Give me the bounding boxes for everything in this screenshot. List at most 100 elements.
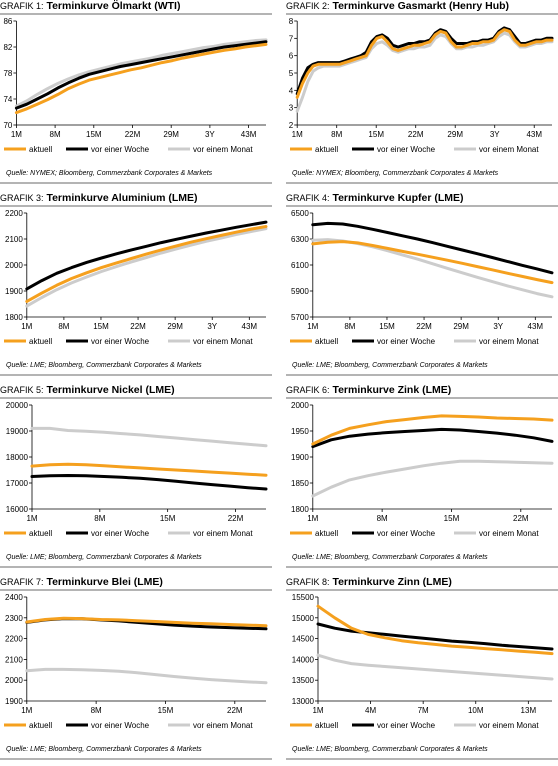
x-tick-label: 1M: [312, 706, 323, 715]
chart-panel: GRAFIK 5: Terminkurve Nickel (LME) 16000 1…: [0, 384, 272, 574]
y-tick-label: 1800: [291, 505, 309, 514]
chart-panel: GRAFIK 7: Terminkurve Blei (LME) 1900 2000…: [0, 576, 272, 766]
x-tick-label: 8M: [344, 322, 355, 331]
y-tick-label: 6300: [291, 235, 309, 244]
y-tick-label: 2000: [291, 401, 309, 410]
y-tick-label: 2000: [5, 676, 23, 685]
chart-panel: GRAFIK 2: Terminkurve Gasmarkt (Henry Hu…: [286, 0, 558, 190]
bottom-rule: [0, 566, 272, 568]
x-tick-label: 29M: [447, 130, 463, 139]
title-rule: [286, 13, 558, 15]
x-tick-label: 22M: [125, 130, 141, 139]
x-tick-label: 1M: [11, 130, 22, 139]
legend-label: vor einer Woche: [91, 337, 150, 346]
y-tick-label: 2100: [5, 235, 23, 244]
series-line-1: [311, 427, 554, 449]
x-tick-label: 13M: [521, 706, 537, 715]
chart-prefix: GRAFIK 7:: [0, 577, 44, 587]
x-tick-label: 8M: [331, 130, 342, 139]
y-tick-label: 74: [3, 95, 12, 104]
chart-title: GRAFIK 1: Terminkurve Ölmarkt (WTI): [0, 0, 272, 13]
y-tick-label: 5700: [291, 313, 309, 322]
y-tick-label: 3: [289, 104, 294, 113]
y-tick-label: 1900: [291, 453, 309, 462]
chart-title: GRAFIK 6: Terminkurve Zink (LME): [286, 384, 558, 397]
series-line-0: [25, 225, 268, 303]
x-tick-label: 29M: [167, 322, 183, 331]
series-line-0: [295, 28, 554, 99]
bottom-rule: [286, 758, 558, 760]
series-line-1: [311, 221, 554, 275]
y-tick-label: 82: [3, 43, 12, 52]
chart-panel: GRAFIK 1: Terminkurve Ölmarkt (WTI) 70 74 7…: [0, 0, 272, 190]
source-note: Quelle: LME; Bloomberg, Commerzbank Corp…: [6, 554, 202, 561]
x-tick-label: 43M: [526, 130, 542, 139]
y-tick-label: 5900: [291, 287, 309, 296]
chart-title-text: Terminkurve Kupfer (LME): [332, 192, 464, 204]
y-tick-label: 19000: [6, 427, 29, 436]
y-tick-label: 14000: [292, 655, 315, 664]
legend-label: aktuell: [29, 529, 52, 538]
y-tick-label: 14500: [292, 635, 315, 644]
chart-title-text: Terminkurve Nickel (LME): [46, 384, 175, 396]
chart-prefix: GRAFIK 5:: [0, 385, 44, 395]
x-tick-label: 3Y: [490, 130, 500, 139]
source-note: Quelle: LME; Bloomberg, Commerzbank Corp…: [292, 362, 488, 369]
legend-label: aktuell: [315, 145, 338, 154]
title-rule: [0, 205, 272, 207]
source-note: Quelle: LME; Bloomberg, Commerzbank Corp…: [6, 746, 202, 753]
y-tick-label: 4: [289, 86, 294, 95]
chart-svg: 70 74 78 82 86 1M 8M 15M 22M 29M 3Y 43M aktuell vor e…: [3, 17, 268, 154]
chart-prefix: GRAFIK 1:: [0, 1, 44, 11]
y-tick-label: 6500: [291, 209, 309, 218]
y-tick-label: 6: [289, 52, 294, 61]
y-tick-label: 1900: [5, 697, 23, 706]
x-tick-label: 15M: [379, 322, 395, 331]
legend-label: vor einer Woche: [377, 721, 436, 730]
x-tick-label: 15M: [86, 130, 102, 139]
y-tick-label: 1950: [291, 427, 309, 436]
series-line-0: [311, 414, 554, 446]
x-tick-label: 15M: [93, 322, 109, 331]
x-tick-label: 43M: [241, 130, 257, 139]
chart-panel: GRAFIK 4: Terminkurve Kupfer (LME) 5700 59…: [286, 192, 558, 382]
bottom-rule: [0, 182, 272, 184]
series-line-1: [14, 40, 268, 110]
x-tick-label: 1M: [292, 130, 303, 139]
y-tick-label: 13000: [292, 697, 315, 706]
x-tick-label: 22M: [513, 514, 529, 523]
source-note: Quelle: LME; Bloomberg, Commerzbank Corp…: [292, 554, 488, 561]
legend-label: vor einer Woche: [91, 529, 150, 538]
chart-prefix: GRAFIK 8:: [286, 577, 330, 587]
source-note: Quelle: LME; Bloomberg, Commerzbank Corp…: [292, 746, 488, 753]
x-tick-label: 8M: [94, 514, 105, 523]
x-tick-label: 29M: [453, 322, 469, 331]
legend-label: vor einer Woche: [91, 721, 150, 730]
x-tick-label: 43M: [242, 322, 258, 331]
series-line-2: [25, 227, 268, 308]
chart-svg: 1900 2000 2100 2200 2300 2400 1M 8M 15M 22M aktuel…: [4, 593, 268, 730]
legend-label: vor einer Woche: [377, 337, 436, 346]
y-tick-label: 2100: [5, 655, 23, 664]
bottom-rule: [286, 566, 558, 568]
source-note: Quelle: NYMEX; Bloomberg, Commerzbank Co…: [292, 170, 499, 177]
y-tick-label: 15000: [292, 614, 315, 623]
legend-label: vor einer Woche: [91, 145, 150, 154]
series-line-2: [30, 426, 268, 448]
chart-panel: GRAFIK 6: Terminkurve Zink (LME) 1800 1850…: [286, 384, 558, 574]
chart-title: GRAFIK 4: Terminkurve Kupfer (LME): [286, 192, 558, 205]
legend-label: aktuell: [29, 337, 52, 346]
chart-title-text: Terminkurve Blei (LME): [46, 576, 163, 588]
x-tick-label: 29M: [163, 130, 179, 139]
chart-title: GRAFIK 5: Terminkurve Nickel (LME): [0, 384, 272, 397]
series-line-1: [25, 220, 268, 291]
series-line-2: [295, 31, 554, 113]
y-tick-label: 16000: [6, 505, 29, 514]
title-rule: [286, 397, 558, 399]
y-tick-label: 70: [3, 121, 12, 130]
chart-panel: GRAFIK 8: Terminkurve Zinn (LME) 13000 135…: [286, 576, 558, 766]
y-tick-label: 78: [3, 69, 12, 78]
chart-title-text: Terminkurve Zinn (LME): [332, 576, 452, 588]
series-line-1: [295, 26, 554, 96]
series-line-2: [14, 38, 268, 108]
